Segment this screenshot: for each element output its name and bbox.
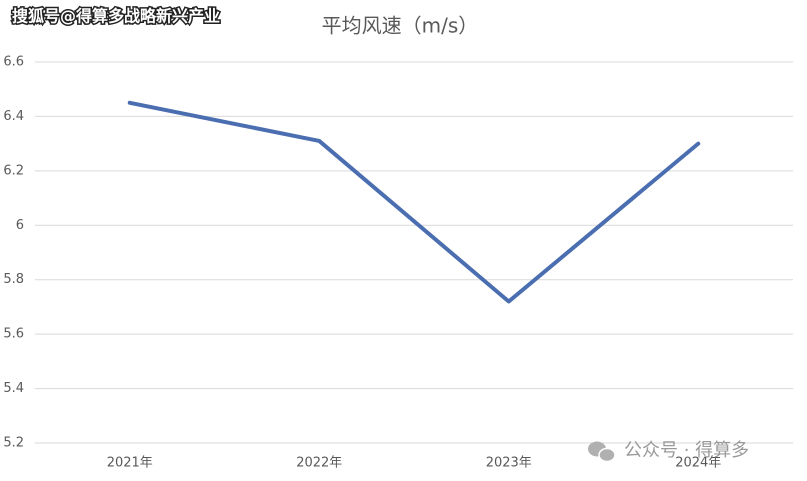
watermark: 公众号 · 得算多 — [624, 440, 749, 461]
y-tick-label: 5.4 — [3, 381, 24, 396]
y-tick-label: 5.8 — [3, 272, 24, 287]
y-tick-label: 5.2 — [3, 436, 24, 451]
x-tick-label: 2023年 — [486, 456, 532, 471]
y-tick-label: 6.6 — [3, 55, 24, 70]
watermark: 搜狐号@得算多战略新兴产业 — [12, 7, 220, 26]
chart-title: 平均风速（m/s） — [322, 14, 479, 38]
y-tick-label: 6.2 — [3, 163, 24, 178]
x-tick-label: 2021年 — [107, 456, 153, 471]
wechat-icon — [588, 441, 616, 463]
series-line — [127, 100, 701, 304]
y-tick-label: 6 — [16, 218, 24, 233]
x-tick-label: 2024年 — [675, 456, 721, 471]
y-tick-label: 6.4 — [3, 109, 24, 124]
y-tick-label: 5.6 — [3, 327, 24, 342]
x-tick-label: 2022年 — [296, 456, 342, 471]
